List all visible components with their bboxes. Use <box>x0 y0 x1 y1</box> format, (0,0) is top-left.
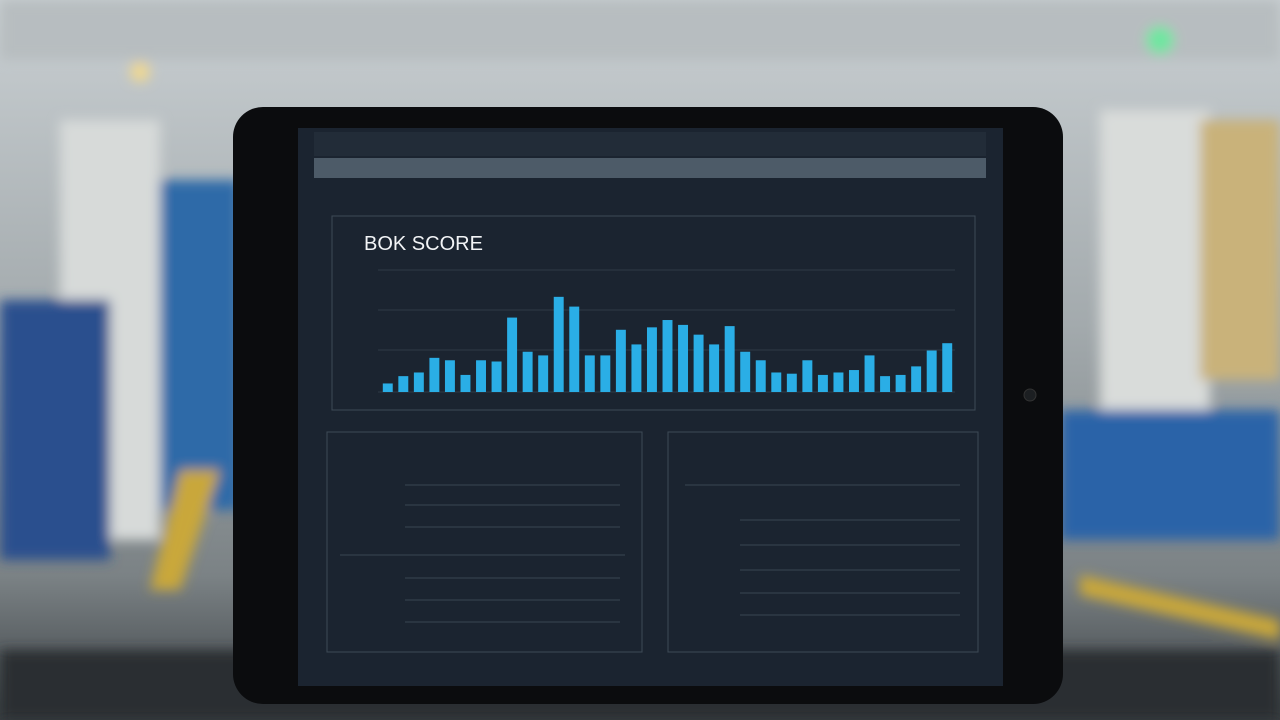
bar <box>507 317 518 392</box>
bar <box>444 360 455 392</box>
left-panel <box>326 431 643 653</box>
bar <box>569 306 580 392</box>
bar <box>771 372 782 392</box>
table-rules <box>340 484 960 623</box>
bar <box>600 355 611 392</box>
home-button <box>1023 388 1037 402</box>
bar <box>755 360 766 392</box>
bar <box>553 296 564 392</box>
bar <box>662 320 673 392</box>
bar <box>833 372 844 392</box>
bar <box>926 350 937 392</box>
bar <box>476 360 486 392</box>
bar <box>678 324 689 392</box>
bar <box>880 376 891 392</box>
bar <box>491 361 502 392</box>
right-panel <box>667 431 979 653</box>
bar <box>709 344 720 392</box>
bar <box>911 366 922 392</box>
bar <box>584 355 595 392</box>
bar <box>413 372 424 392</box>
bar <box>429 357 440 392</box>
nav-bar <box>314 158 986 178</box>
bar <box>646 327 657 392</box>
bar <box>615 329 626 392</box>
bar <box>398 376 409 392</box>
chart-title: BOK SCORE <box>364 233 483 255</box>
bar <box>631 344 642 392</box>
bar <box>802 360 813 392</box>
bar <box>693 334 704 392</box>
bar <box>522 351 533 392</box>
bar <box>942 343 953 392</box>
bar <box>538 355 549 392</box>
bar <box>895 374 906 392</box>
bar <box>724 326 735 392</box>
bar <box>460 374 471 392</box>
bar <box>864 355 875 392</box>
bar <box>382 383 393 392</box>
top-bar <box>314 132 986 156</box>
bar <box>786 373 797 392</box>
bar <box>740 351 751 392</box>
bar <box>817 374 828 392</box>
bar <box>849 370 859 392</box>
